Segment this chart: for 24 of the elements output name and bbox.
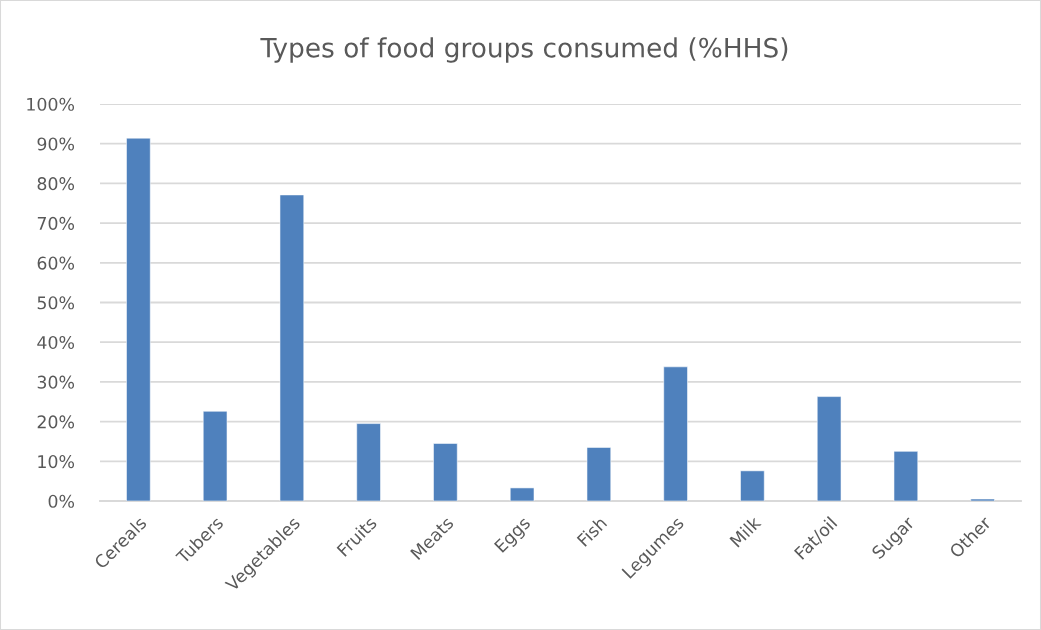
bar (740, 470, 765, 501)
y-tick-label: 50% (37, 296, 75, 310)
bar (126, 137, 151, 501)
y-tick-label: 40% (37, 335, 75, 350)
bar (279, 194, 305, 501)
bar (586, 447, 612, 501)
bar (202, 411, 228, 501)
bar (816, 396, 842, 501)
y-tick-label: 20% (37, 415, 75, 429)
y-tick-label: 0% (48, 494, 75, 508)
y-tick-label: 90% (37, 137, 75, 151)
y-tick-label: 80% (37, 177, 75, 191)
y-tick-label: 30% (37, 375, 75, 389)
bar (509, 487, 535, 501)
y-tick-label: 70% (37, 216, 75, 230)
bar (356, 423, 381, 501)
bar (663, 366, 688, 501)
chart-title: Types of food groups consumed (%HHS) (260, 37, 788, 63)
x-tick-label: Fish (576, 515, 608, 547)
y-tick-label: 60% (37, 256, 75, 270)
bar (893, 451, 919, 501)
y-tick-label: 100% (27, 97, 75, 111)
y-tick-label: 10% (38, 455, 75, 469)
bar (433, 443, 458, 501)
